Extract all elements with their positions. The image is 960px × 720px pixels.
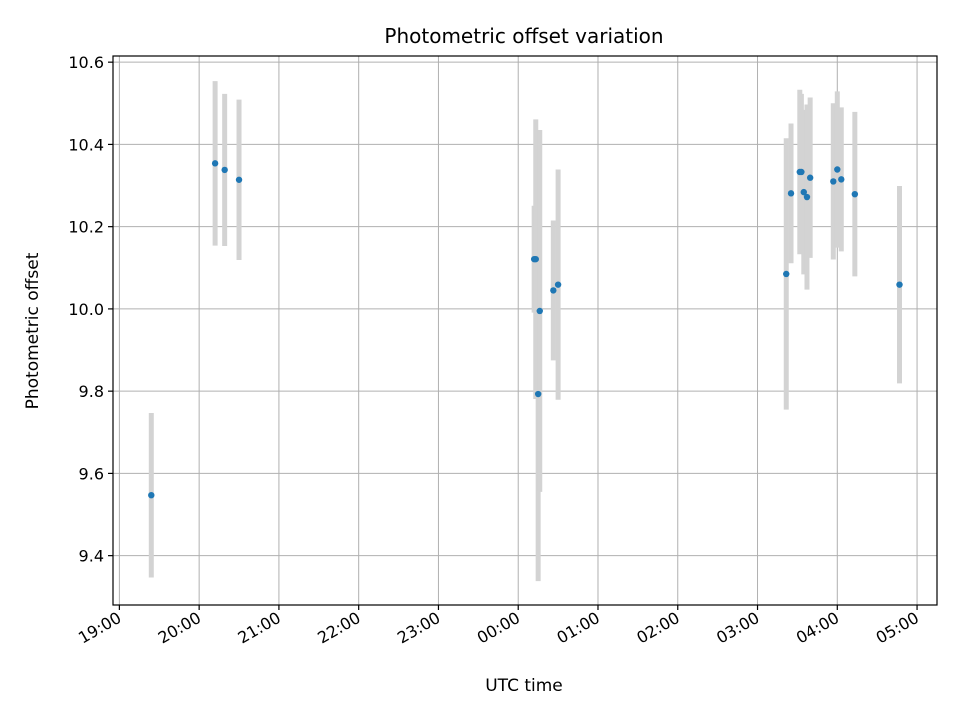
data-point	[830, 178, 837, 185]
data-point	[851, 190, 859, 198]
y-tick-label: 9.4	[79, 547, 104, 566]
errorbars	[148, 81, 903, 582]
data-point	[838, 176, 845, 183]
data-point	[803, 193, 811, 201]
data-point	[896, 281, 903, 288]
data-point	[532, 255, 539, 263]
grid	[113, 56, 937, 605]
y-tick-label: 10.2	[68, 218, 104, 237]
x-tick-label: 05:00	[873, 608, 922, 648]
y-tick-label: 10.0	[68, 300, 104, 319]
data-point	[550, 287, 557, 294]
x-tick-label: 04:00	[793, 608, 842, 648]
data-points	[148, 160, 903, 499]
x-tick-label: 19:00	[75, 608, 124, 648]
data-point	[806, 174, 814, 181]
x-tick-label: 23:00	[394, 608, 443, 648]
y-axis-ticks: 9.4 9.6 9.8 10.0 10.2 10.4 10.6	[68, 53, 113, 566]
y-tick-label: 10.4	[68, 135, 104, 154]
y-tick-label: 10.6	[68, 53, 104, 72]
data-point	[148, 492, 155, 499]
chart-title: Photometric offset variation	[384, 24, 663, 48]
y-tick-label: 9.8	[79, 382, 104, 401]
data-point	[536, 307, 543, 315]
x-tick-label: 21:00	[234, 608, 283, 648]
x-tick-label: 20:00	[155, 608, 204, 648]
x-tick-label: 22:00	[314, 608, 363, 648]
x-axis-ticks: 19:00 20:00 21:00 22:00 23:00 00:00 01:00 02:00…	[75, 605, 922, 648]
data-point	[554, 281, 562, 288]
data-point	[221, 166, 228, 174]
x-tick-label: 03:00	[713, 608, 762, 648]
data-point	[800, 188, 807, 196]
y-axis-label: Photometric offset	[23, 252, 43, 409]
data-point	[235, 176, 243, 183]
data-point	[211, 160, 219, 167]
x-axis-label: UTC time	[485, 676, 563, 696]
data-point	[834, 166, 841, 173]
y-tick-label: 9.6	[79, 464, 104, 483]
data-point	[787, 190, 795, 197]
x-tick-label: 00:00	[474, 608, 523, 648]
x-tick-label: 01:00	[554, 608, 603, 648]
x-tick-label: 02:00	[633, 608, 682, 648]
data-point	[783, 270, 790, 278]
plot-frame	[112, 55, 938, 606]
data-point	[534, 390, 542, 398]
data-point	[798, 168, 805, 176]
